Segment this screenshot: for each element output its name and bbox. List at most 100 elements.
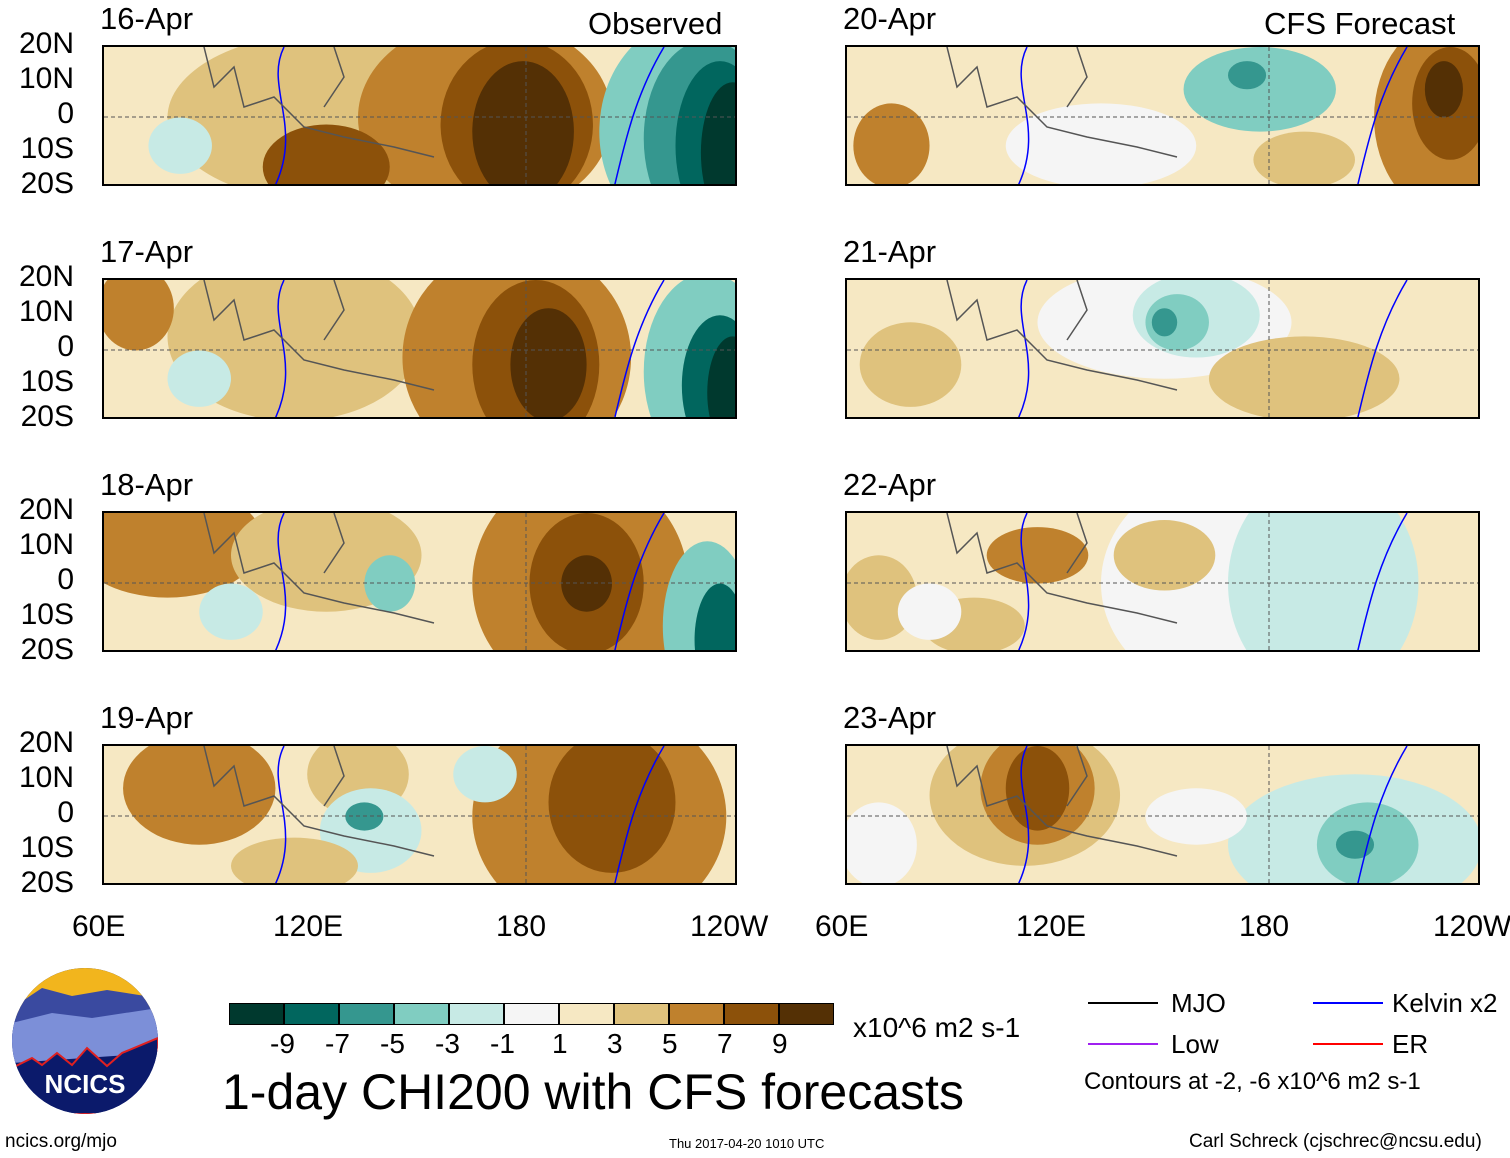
- lat-tick-label: 0: [57, 97, 74, 130]
- field-anomaly-region: [1183, 47, 1336, 132]
- panel-date-label: 20-Apr: [843, 1, 937, 36]
- kelvin-contour: [274, 746, 665, 883]
- coastline: [203, 746, 435, 857]
- colorbar-swatch: [779, 1003, 834, 1025]
- colorbar-tick-label: 9: [772, 1028, 788, 1059]
- colorbar-tick-label: -5: [380, 1028, 405, 1059]
- field-anomaly-region: [707, 336, 735, 417]
- field-anomaly-region: [167, 350, 231, 407]
- map-panel-18-Apr: [102, 511, 737, 652]
- field-anomaly-region: [897, 583, 962, 640]
- legend-mjo-line: [1088, 1002, 1158, 1004]
- kelvin-contour: [1017, 746, 1408, 883]
- panel-date-label: 17-Apr: [100, 234, 194, 269]
- site-url[interactable]: ncics.org/mjo: [5, 1131, 117, 1152]
- map-panel-20-Apr: [845, 45, 1480, 186]
- colorbar-tick-label: 3: [607, 1028, 623, 1059]
- panel-date-label: 22-Apr: [843, 467, 937, 502]
- colorbar-tick-label: -3: [435, 1028, 460, 1059]
- credit: Carl Schreck (cjschrec@ncsu.edu): [1189, 1131, 1482, 1152]
- svg-text:NCICS: NCICS: [45, 1069, 126, 1099]
- panel-date-label: 19-Apr: [100, 700, 194, 735]
- field-anomaly-region: [1228, 61, 1267, 90]
- lon-tick-left-180: 180: [496, 910, 547, 943]
- kelvin-contour: [1017, 280, 1408, 417]
- colorbar-swatch: [394, 1003, 449, 1025]
- field-anomaly-region: [199, 583, 263, 640]
- coastline: [203, 513, 435, 624]
- field-anomaly-region: [1005, 746, 1070, 831]
- coastline: [203, 280, 435, 391]
- lat-tick-label: 20N: [18, 260, 74, 293]
- lat-tick-label: 20S: [20, 167, 74, 200]
- colorbar-swatch: [449, 1003, 504, 1025]
- colorbar-swatch: [229, 1003, 284, 1025]
- colorbar-swatch: [284, 1003, 339, 1025]
- timestamp: Thu 2017-04-20 1010 UTC: [669, 1136, 825, 1151]
- colorbar-tick-label: -1: [490, 1028, 515, 1059]
- coastline: [946, 47, 1178, 158]
- lat-tick-label: 10S: [20, 365, 74, 398]
- lat-tick-label: 10N: [18, 528, 74, 561]
- field-anomaly-region: [1335, 830, 1375, 859]
- field-anomaly-region: [847, 802, 917, 883]
- panel-date-label: 16-Apr: [100, 1, 194, 36]
- lat-tick-label: 20N: [18, 27, 74, 60]
- legend-kelvin-label: Kelvin x2: [1392, 988, 1498, 1018]
- field-anomaly-region: [1145, 788, 1248, 845]
- field-anomaly-region: [561, 555, 612, 612]
- colorbar-tick-label: 5: [662, 1028, 678, 1059]
- lon-tick-left-120w: 120W: [690, 910, 769, 943]
- field-anomaly-region: [1228, 513, 1419, 650]
- lat-tick-label: 20S: [20, 866, 74, 899]
- field-anomaly-region: [104, 280, 174, 351]
- coastline: [946, 280, 1178, 391]
- field-anomaly-region: [853, 103, 930, 184]
- map-panel-23-Apr: [845, 744, 1480, 885]
- coastline: [203, 47, 435, 158]
- colorbar-swatch: [559, 1003, 614, 1025]
- field-anomaly-region: [148, 117, 212, 174]
- field-anomaly-region: [1424, 61, 1463, 118]
- lat-tick-label: 10N: [18, 761, 74, 794]
- colorbar-swatch: [724, 1003, 779, 1025]
- map-panel-17-Apr: [102, 278, 737, 419]
- field-anomaly-region: [1208, 336, 1400, 417]
- map-panel-22-Apr: [845, 511, 1480, 652]
- kelvin-contour: [274, 513, 665, 650]
- lat-tick-label: 10N: [18, 295, 74, 328]
- lon-tick-right-60e: 60E: [815, 910, 869, 943]
- lat-tick-label: 20N: [18, 493, 74, 526]
- lat-tick-label: 0: [57, 563, 74, 596]
- colorbar-swatch: [504, 1003, 559, 1025]
- panel-date-label: 21-Apr: [843, 234, 937, 269]
- colorbar-tick-label: 7: [717, 1028, 733, 1059]
- panel-date-label: 18-Apr: [100, 467, 194, 502]
- kelvin-contour: [1017, 513, 1408, 650]
- field-anomaly-region: [167, 280, 422, 417]
- field-anomaly-region: [364, 555, 416, 612]
- map-panel-19-Apr: [102, 744, 737, 885]
- field-anomaly-region: [123, 746, 276, 845]
- field-anomaly-region: [700, 82, 735, 184]
- field-anomaly-region: [1005, 103, 1197, 184]
- colorbar-swatch: [339, 1003, 394, 1025]
- colorbar-tick-label: -9: [270, 1028, 295, 1059]
- field-anomaly-region: [453, 746, 517, 803]
- kelvin-contour: [274, 280, 665, 417]
- lat-tick-label: 0: [57, 796, 74, 829]
- colorbar-units: x10^6 m2 s-1: [853, 1012, 1021, 1043]
- lat-tick-label: 10N: [18, 62, 74, 95]
- lon-tick-left-120e: 120E: [273, 910, 344, 943]
- lon-tick-left-60e: 60E: [72, 910, 126, 943]
- forecast-label: CFS Forecast: [1264, 6, 1456, 41]
- field-anomaly-region: [510, 308, 587, 417]
- lat-tick-label: 20N: [18, 726, 74, 759]
- lat-tick-label: 10S: [20, 598, 74, 631]
- logo-mountains-icon: NCICS: [12, 968, 158, 1114]
- legend-low-label: Low: [1171, 1029, 1219, 1059]
- map-panel-16-Apr: [102, 45, 737, 186]
- colorbar-swatch: [614, 1003, 669, 1025]
- contour-note: Contours at -2, -6 x10^6 m2 s-1: [1084, 1068, 1421, 1095]
